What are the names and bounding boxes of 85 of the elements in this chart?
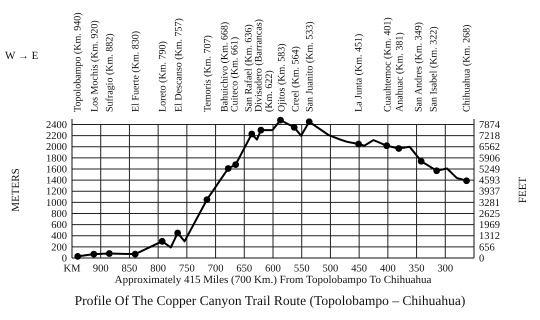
text: Anahuac (Km. 381) (394, 32, 406, 112)
point (204, 196, 210, 203)
text: Ojitos (Km. 583) (276, 43, 288, 112)
point (174, 230, 182, 236)
point (106, 250, 113, 257)
x-tick-label: 450 (351, 263, 368, 274)
text: San Isabel (Km. 322) (428, 26, 440, 112)
y2-tick-label: 7218 (479, 131, 500, 142)
text: Cuauhtemoc (Km. 401) (382, 17, 394, 112)
x-tick-label: 650 (236, 263, 252, 274)
y-tick-label: 1000 (46, 198, 67, 209)
x-tick-label: KM (64, 263, 82, 274)
point (232, 161, 240, 168)
point (132, 250, 139, 258)
point (158, 238, 166, 245)
y-axis-title: METERS (10, 168, 22, 212)
point (258, 126, 264, 134)
point (395, 145, 402, 152)
y2-tick-label: 656 (479, 242, 495, 254)
y2-tick-label: 2625 (479, 208, 500, 220)
point (74, 252, 82, 260)
x-tick-label: 750 (178, 263, 195, 274)
x-tick-label: 300 (437, 263, 454, 274)
text: Profile Of The Copper Canyon Trail Route (Topolobampo – Chihuahua) (74, 293, 466, 308)
point (277, 116, 284, 124)
x-tick-label: 800 (150, 263, 166, 274)
point (383, 142, 390, 150)
point (418, 158, 425, 165)
text: La Junta (Km. 451) (354, 34, 364, 112)
y2-tick-label: 3281 (479, 198, 500, 209)
y-tick-label: 600 (51, 220, 67, 231)
text: W → E (5, 50, 39, 62)
text: Sufragio (Km. 882) (104, 33, 116, 112)
text: El Fuerte (Km. 830) (130, 30, 142, 112)
y-tick-label: 1400 (46, 176, 67, 187)
y2-tick-label: 5249 (479, 164, 500, 176)
y2-tick-label: 0 (479, 253, 484, 264)
y2-tick-label: 3937 (479, 186, 500, 198)
x-tick-label: 850 (122, 263, 138, 274)
y-tick-label: 2400 (46, 120, 67, 131)
text: Divisadero (Barrancas) (Km. 622) (253, 18, 275, 112)
y2-tick-label: 6562 (479, 142, 500, 154)
y-tick-label: 800 (51, 208, 67, 220)
point (433, 167, 440, 174)
x-tick-label: 900 (92, 263, 109, 274)
text: El Descanso (Km. 757) (174, 18, 184, 112)
y-tick-label: 200 (51, 242, 67, 254)
text: San Andres (Km. 349) (414, 22, 424, 112)
y-tick-label: 400 (51, 231, 67, 242)
y2-tick-label: 7874 (479, 120, 501, 131)
text: Los Mochis (Km. 920) (90, 20, 100, 112)
text: Cuiteco (Km. 661) (230, 36, 240, 112)
y2-tick-label: 4593 (479, 176, 500, 187)
text: Temoris (Km. 707) (202, 35, 214, 112)
text: San Rafael (Km. 636) (244, 24, 254, 112)
y-tick-label: 1200 (46, 186, 67, 198)
point (306, 118, 313, 126)
y-tick-label: 1800 (46, 153, 67, 164)
text: Loreto (Km. 790) (158, 41, 168, 112)
x-tick-label: 550 (294, 263, 310, 274)
point (463, 177, 470, 184)
y2-axis-title: FEET (517, 176, 529, 204)
x-tick-label: 600 (265, 263, 281, 274)
y2-tick-label: 5906 (479, 153, 500, 164)
x-tick-label: 700 (208, 263, 224, 274)
x-tick-label: 500 (322, 263, 338, 274)
text: Topolobampo (Km. 940) (72, 12, 84, 112)
y2-tick-label: 1312 (479, 231, 500, 242)
text: Chihuahua (Km. 268) (462, 24, 472, 112)
point (224, 165, 232, 172)
x-tick-label: 350 (408, 263, 424, 274)
point (290, 124, 298, 131)
y-tick-label: 2200 (46, 131, 67, 142)
x-axis-title: Approximately 415 Miles (700 Km.) From Topolobampo To Chihuahua (114, 274, 432, 286)
y-tick-label: 2000 (46, 142, 67, 154)
x-tick-label: 400 (380, 263, 396, 274)
text: Creel (Km. 564) (290, 46, 302, 112)
text: San Juanito (Km. 533) (304, 21, 316, 112)
text: Bahuichivo (Km. 668) (220, 22, 230, 112)
y-tick-label: 0 (62, 253, 67, 264)
point (90, 250, 98, 258)
point (355, 140, 362, 148)
y2-tick-label: 1969 (479, 220, 500, 231)
point (248, 130, 256, 138)
y-tick-label: 1600 (46, 164, 67, 176)
